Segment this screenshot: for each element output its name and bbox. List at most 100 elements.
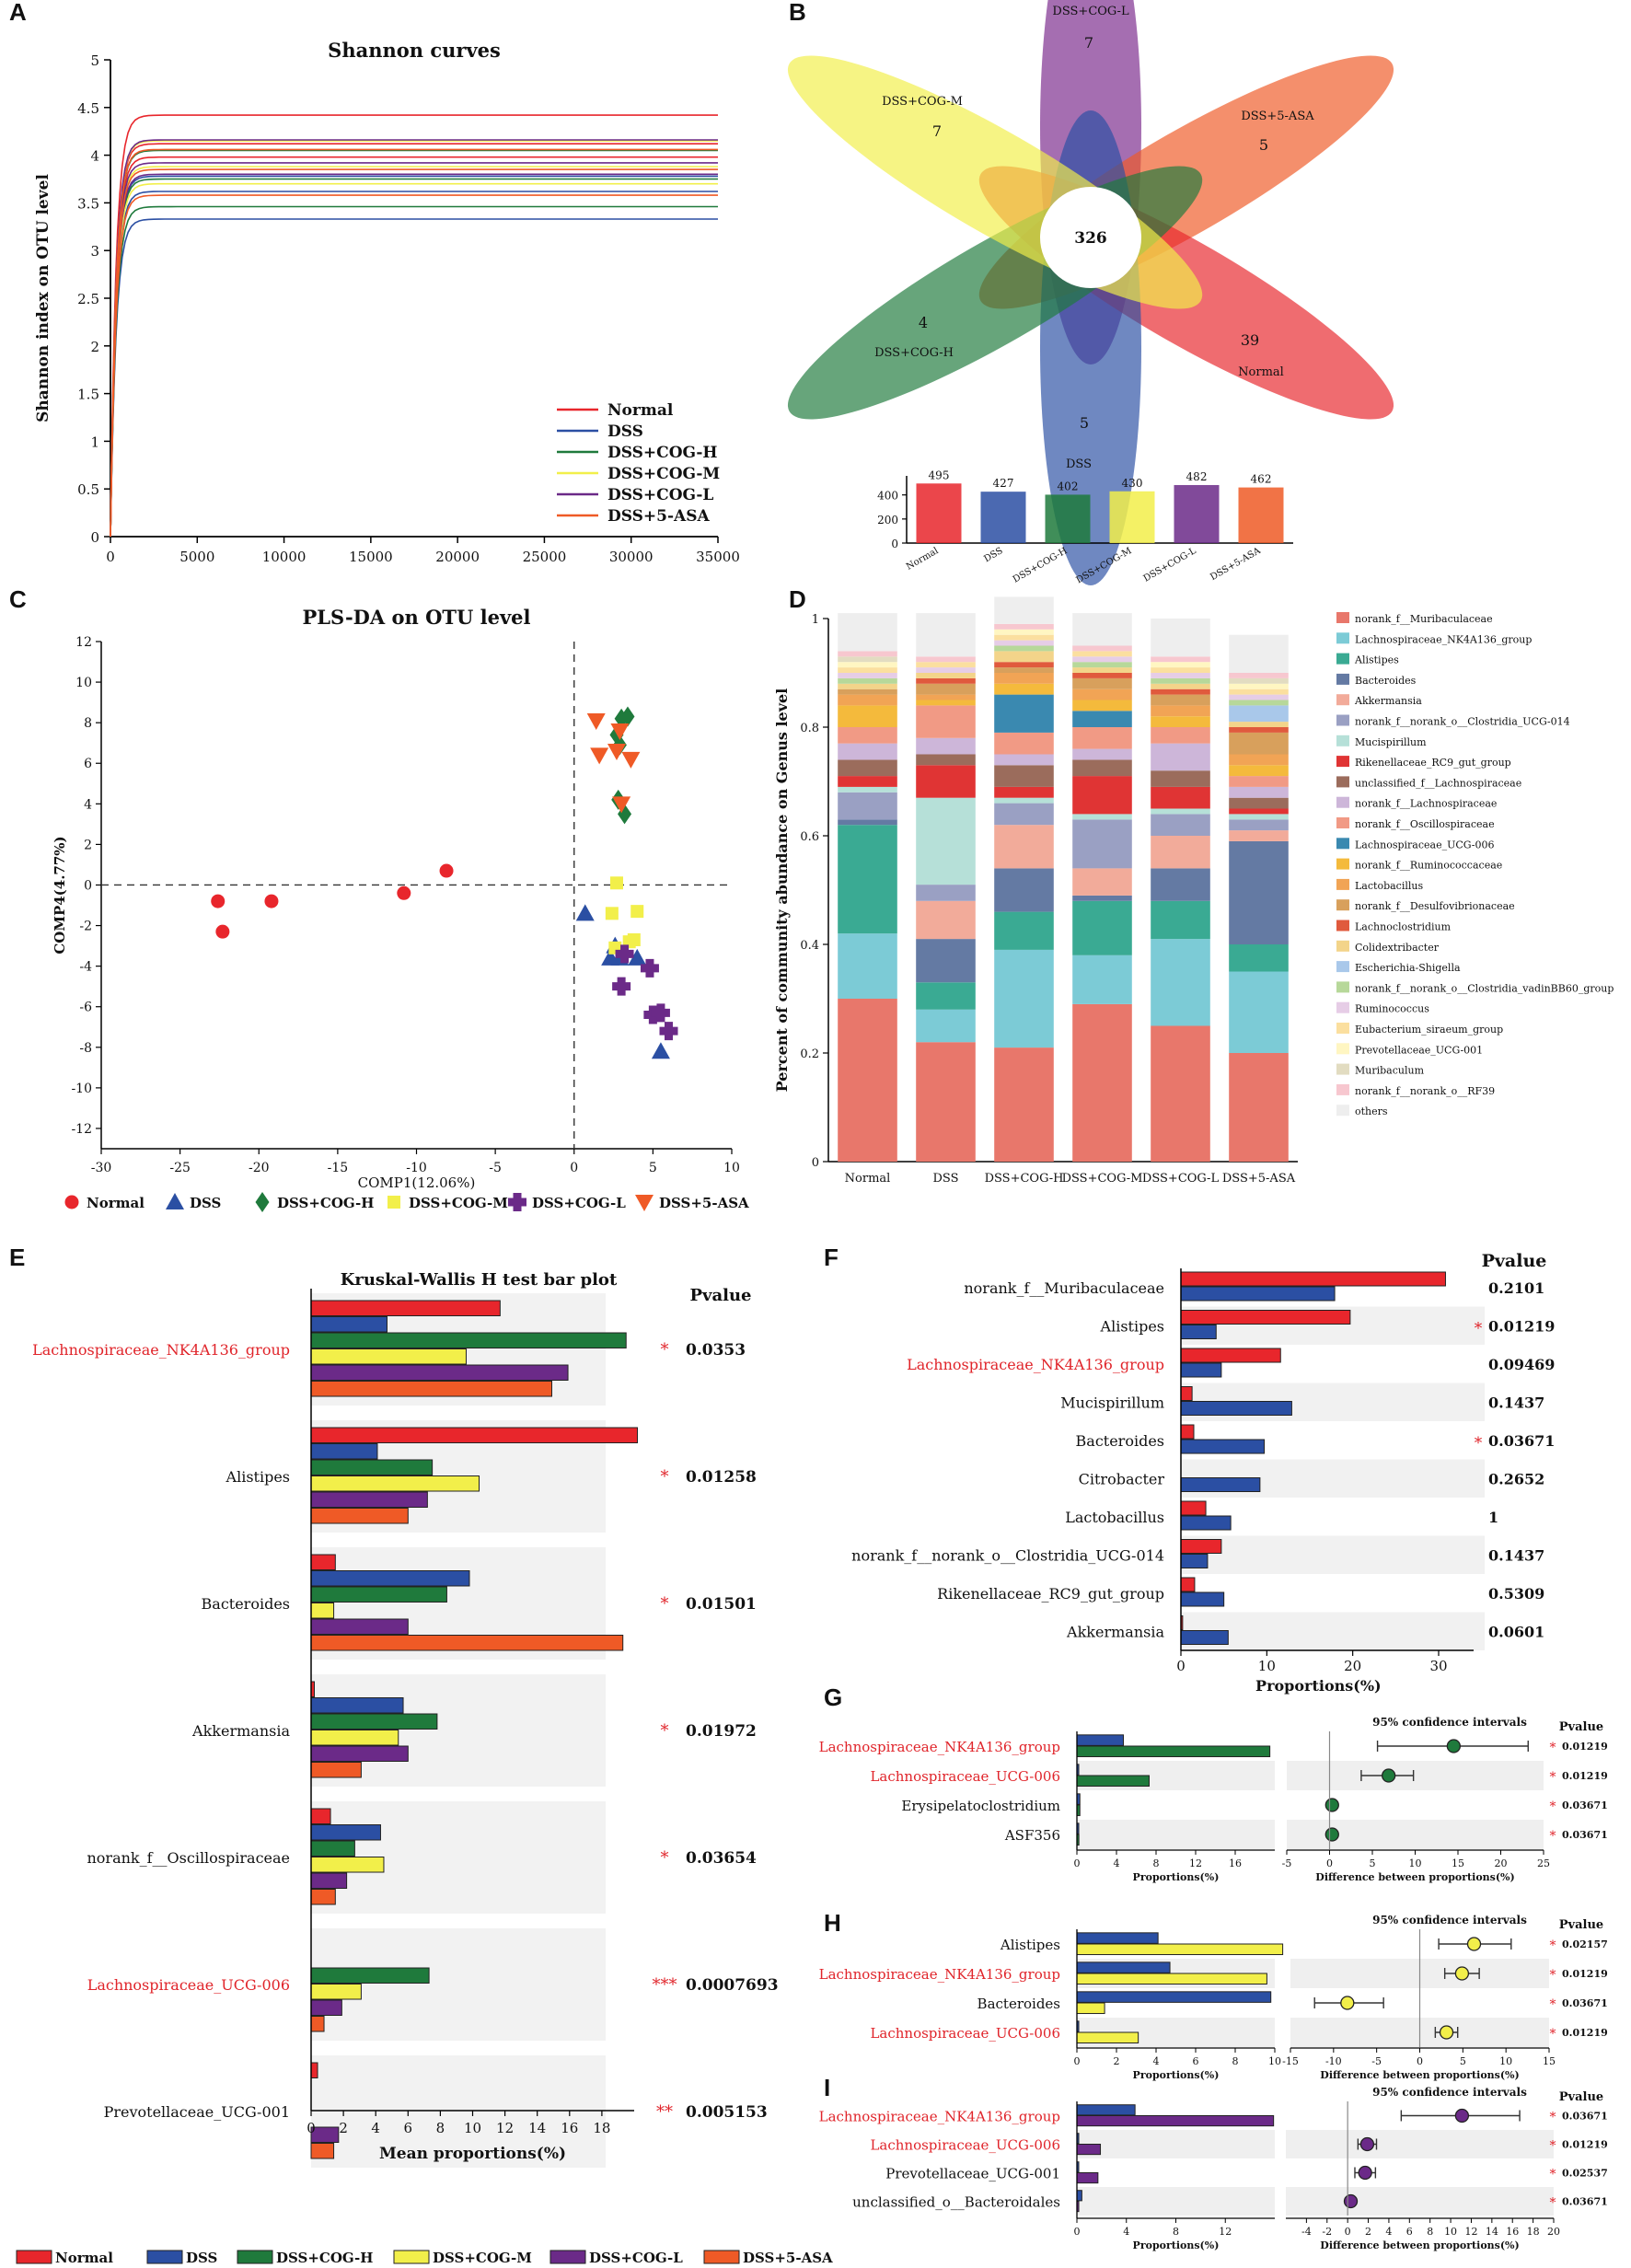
y-tick-label: -8 xyxy=(79,1041,92,1056)
stack-segment-unclassified_f__Lachnospiraceae xyxy=(1072,759,1132,777)
y-tick-label: 0 xyxy=(90,529,99,546)
point-DSS+5-ASA xyxy=(621,751,641,769)
stack-segment-Colidextribacter xyxy=(916,673,976,678)
legend-marker xyxy=(255,1192,270,1212)
point-DSS+COG-L xyxy=(615,944,634,964)
venn-unique-count: 5 xyxy=(1259,136,1268,154)
x-tick-label: 18 xyxy=(593,2120,610,2136)
chart-title: Shannon curves xyxy=(328,39,501,62)
significance-stars: * xyxy=(661,1594,669,1614)
stack-segment-norank_f__Oscillospiraceae xyxy=(1072,727,1132,749)
x-tick-label: 16 xyxy=(1229,1857,1242,1869)
kw-bar-DSS+5-ASA xyxy=(310,2143,335,2159)
pvalue-header: Pvalue xyxy=(1482,1251,1547,1271)
stack-segment-norank_f__norank_o__Clostridia_UCG-014 xyxy=(1229,819,1289,831)
kw-bar-Normal xyxy=(310,2062,318,2078)
y-tick-label: 0.4 xyxy=(800,939,819,953)
legend-label: DSS+5-ASA xyxy=(659,1195,749,1211)
stack-segment-Lachnospiraceae_NK4A136_group xyxy=(1229,971,1289,1053)
venn-bar xyxy=(980,492,1026,543)
pvalue: 0.01258 xyxy=(686,1468,757,1487)
legend-label: Bacteroides xyxy=(1355,675,1417,687)
stack-segment-Akkermansia xyxy=(1229,830,1289,841)
stack-segment-Alistipes xyxy=(838,825,897,934)
stack-segment-norank_f__Desulfovibrionaceae xyxy=(1229,732,1289,755)
venn-group-label: DSS+COG-H xyxy=(874,346,954,360)
stack-segment-norank_f__Desulfovibrionaceae xyxy=(838,688,897,695)
kw-bar-DSS+5-ASA xyxy=(310,1508,409,1524)
stack-segment-Bacteroides xyxy=(994,868,1054,912)
venn-group-label: DSS+COG-M xyxy=(882,95,963,109)
stack-segment-Muribaculum xyxy=(1229,677,1289,684)
x-tick-label: -15 xyxy=(328,1161,349,1175)
stack-segment-Bacteroides xyxy=(1072,895,1132,901)
stack-segment-norank_f__Lachnospiraceae xyxy=(1072,748,1132,760)
curve-DSS+COG-H xyxy=(110,205,718,538)
x-tick-label: -10 xyxy=(406,1161,427,1175)
x-tick-label: 30 xyxy=(1429,1658,1447,1674)
x-axis-label: Proportions(%) xyxy=(1255,1677,1382,1695)
stack-segment-norank_f__Desulfovibrionaceae xyxy=(1072,677,1132,689)
stack-segment-norank_f__norank_o__Clostridia_UCG-014 xyxy=(838,792,897,820)
stack-segment-Prevotellaceae_UCG-001 xyxy=(1151,662,1210,668)
legend-label: Lachnoclostridium xyxy=(1355,921,1452,933)
pvalue: 0.03671 xyxy=(1562,1997,1608,2009)
significance-stars: * xyxy=(1475,1434,1483,1452)
x-tick-label: 5 xyxy=(1460,2055,1466,2067)
x-tick-label: 0 xyxy=(106,549,115,565)
stack-segment-Colidextribacter xyxy=(1151,683,1210,689)
legend-label: DSS xyxy=(607,422,643,441)
venn-bar xyxy=(1238,487,1284,543)
legend-swatch xyxy=(1336,920,1349,932)
row-band xyxy=(1077,2130,1275,2158)
taxon-label: Lachnospiraceae_UCG-006 xyxy=(870,2025,1060,2042)
x-axis-label: Proportions(%) xyxy=(1133,2239,1220,2251)
row-band xyxy=(1287,1761,1544,1790)
taxon-label: Lachnospiraceae_NK4A136_group xyxy=(819,1739,1060,1755)
stack-segment-norank_f__Ruminococcaceae xyxy=(1151,716,1210,727)
legend-label: Normal xyxy=(55,2250,113,2266)
x-tick-label: 16 xyxy=(1506,2226,1519,2238)
y-tick-label: 4.5 xyxy=(77,100,99,117)
y-axis-label: COMP4(4.77%) xyxy=(52,836,68,954)
diff-point xyxy=(1439,2025,1454,2040)
y-tick-label: 1.5 xyxy=(77,387,99,403)
y-axis-label: Shannon index on OTU level xyxy=(34,174,52,422)
f-bar-Normal xyxy=(1180,1310,1351,1325)
y-tick-label: 3.5 xyxy=(77,195,99,212)
significance-stars: * xyxy=(1550,2168,1556,2182)
x-tick-label: -5 xyxy=(489,1161,502,1175)
x-tick-label: 25 xyxy=(1537,1857,1550,1869)
stack-segment-unclassified_f__Lachnospiraceae xyxy=(1229,797,1289,809)
venn-bar xyxy=(1109,491,1155,543)
y-tick-label: 0.8 xyxy=(800,722,819,735)
stack-segment-Ruminococcus xyxy=(1229,694,1289,700)
taxon-label: norank_f__Muribaculaceae xyxy=(964,1279,1164,1297)
stack-segment-Rikenellaceae_RC9_gut_group xyxy=(916,765,976,798)
x-tick-label: DSS+COG-L xyxy=(1142,1172,1220,1186)
stack-segment-Lachnospiraceae_NK4A136_group xyxy=(838,933,897,999)
legend-label: DSS+COG-M xyxy=(607,465,720,483)
point-DSS xyxy=(628,948,647,966)
kw-bar-DSS+5-ASA xyxy=(310,1381,552,1397)
panel-label-I: I xyxy=(824,2074,830,2101)
x-tick-label: 10 xyxy=(723,1161,740,1175)
eeb-bar-group2 xyxy=(1076,2144,1102,2156)
x-tick-label: 0 xyxy=(1345,2226,1351,2238)
point-DSS+COG-L xyxy=(612,977,631,996)
stack-segment-norank_f__Muribaculaceae xyxy=(1072,1003,1132,1162)
stack-segment-norank_f__norank_o__Clostridia_UCG-014 xyxy=(916,885,976,901)
significance-stars: ** xyxy=(656,2102,673,2122)
taxon-label: Lachnospiraceae_NK4A136_group xyxy=(907,1356,1164,1373)
point-DSS+COG-H xyxy=(620,706,635,727)
legend-label: unclassified_f__Lachnospiraceae xyxy=(1355,777,1521,789)
legend-swatch xyxy=(1336,1105,1349,1117)
stack-segment-Alistipes xyxy=(916,982,976,1010)
stack-segment-Lactobacillus xyxy=(1229,754,1289,766)
curve-DSS+5-ASA xyxy=(110,194,718,538)
y-tick-label: -2 xyxy=(79,920,92,934)
stack-segment-Akkermansia xyxy=(994,825,1054,869)
pvalue: 0.03671 xyxy=(1562,1829,1608,1841)
curve-DSS+COG-M xyxy=(110,182,718,538)
